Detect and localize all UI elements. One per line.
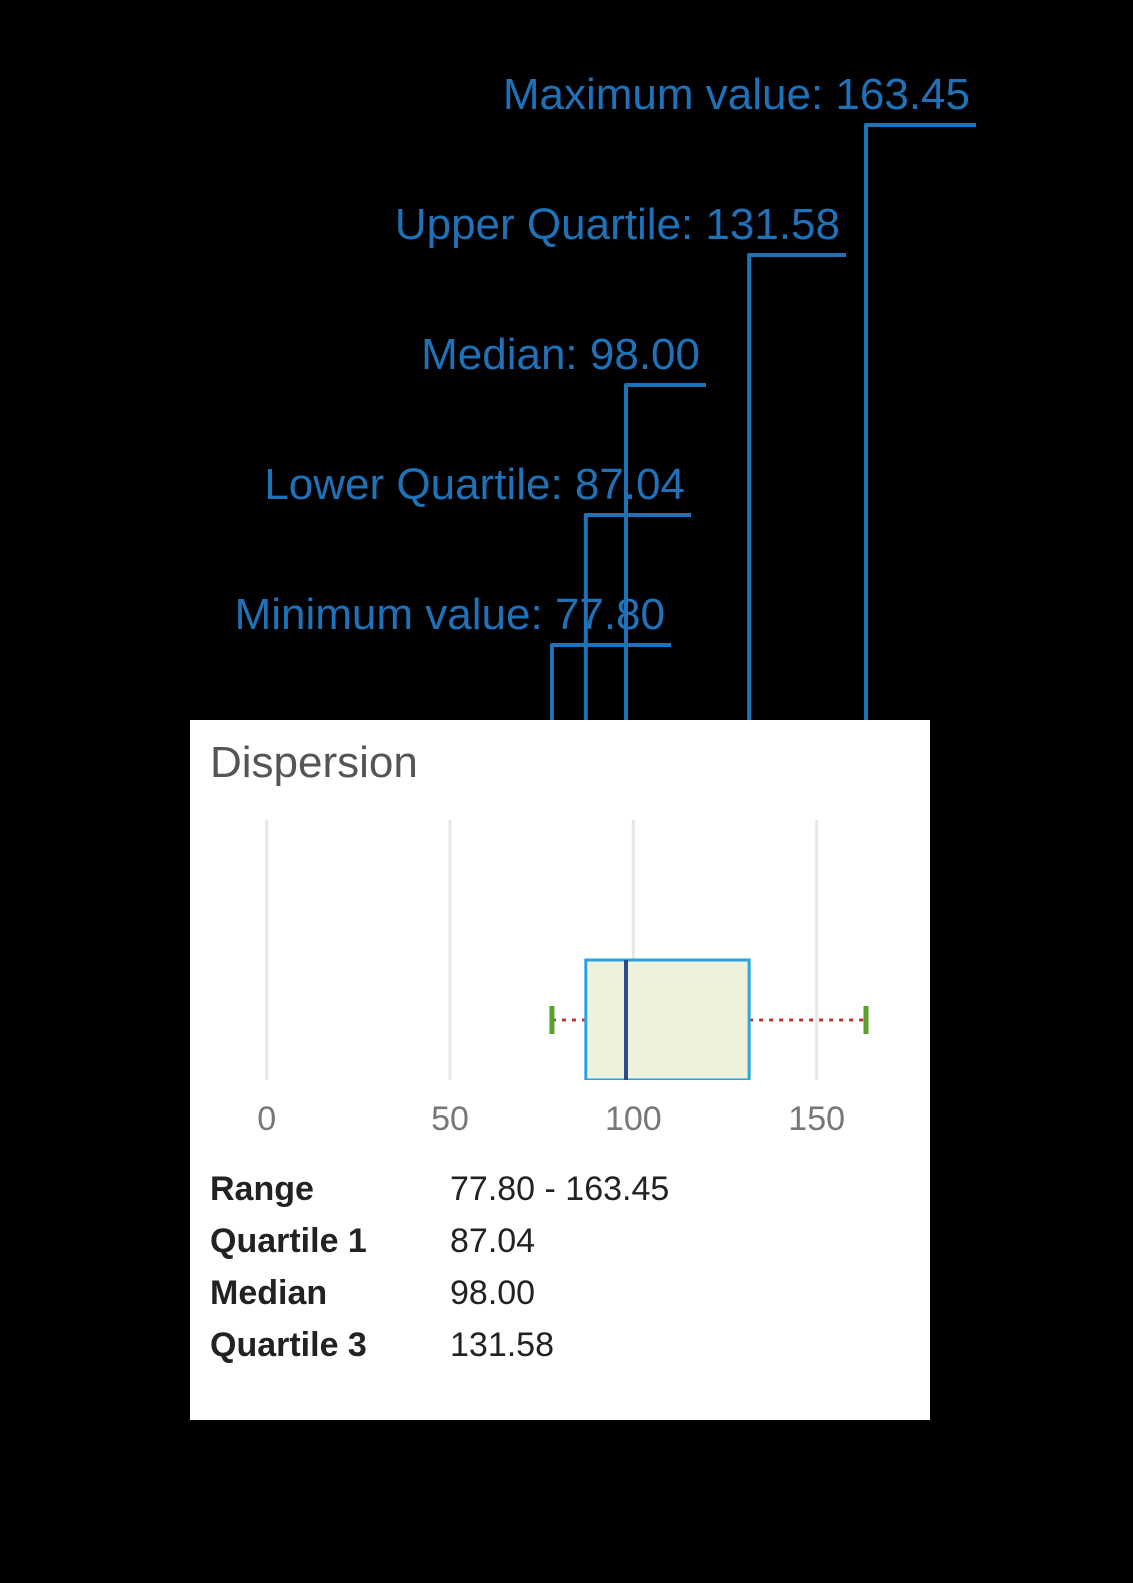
- dispersion-panel: Dispersion 0 50 100 150 Range 77.80 - 16…: [190, 720, 930, 1420]
- axis-tick-3: 150: [788, 1100, 845, 1139]
- axis-tick-2: 100: [605, 1100, 662, 1139]
- annotation-max-label: Maximum value: 163.45: [503, 70, 970, 120]
- axis-tick-0: 0: [257, 1100, 276, 1139]
- axis-tick-1: 50: [431, 1100, 469, 1139]
- stat-label-median: Median: [210, 1274, 327, 1313]
- annotation-q1-label: Lower Quartile: 87.04: [264, 460, 685, 510]
- annotation-q3-label: Upper Quartile: 131.58: [395, 200, 840, 250]
- stat-label-q3: Quartile 3: [210, 1326, 367, 1365]
- stat-label-q1: Quartile 1: [210, 1222, 367, 1261]
- annotation-median-label: Median: 98.00: [421, 330, 700, 380]
- annotation-min-label: Minimum value: 77.80: [235, 590, 665, 640]
- stat-value-q1: 87.04: [450, 1222, 535, 1261]
- stat-label-range: Range: [210, 1170, 314, 1209]
- stat-value-q3: 131.58: [450, 1326, 554, 1365]
- boxplot-chart: [230, 820, 890, 1080]
- stage: Maximum value: 163.45 Upper Quartile: 13…: [0, 0, 1133, 1583]
- stat-value-range: 77.80 - 163.45: [450, 1170, 669, 1209]
- stat-value-median: 98.00: [450, 1274, 535, 1313]
- panel-title: Dispersion: [210, 738, 418, 788]
